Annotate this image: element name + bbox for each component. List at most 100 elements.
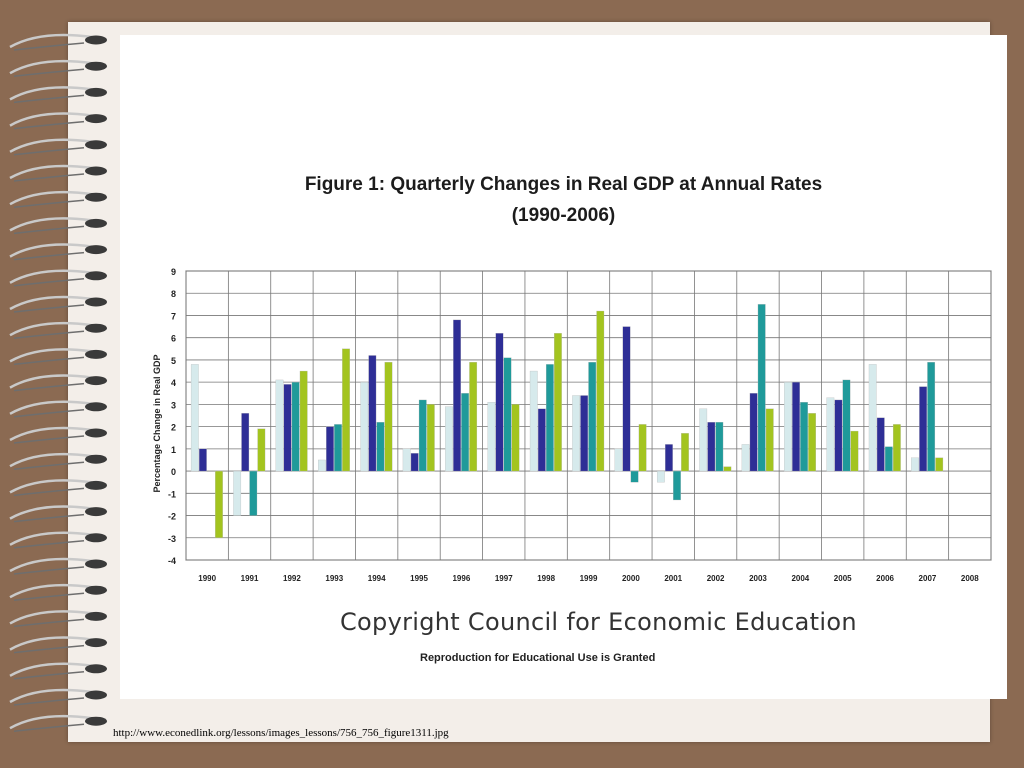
bar <box>495 333 504 472</box>
bar <box>215 470 223 538</box>
spiral-ring <box>9 164 93 180</box>
spiral-ring <box>9 714 93 730</box>
spiral-ring-shadow <box>13 42 85 51</box>
binding-hole <box>85 87 107 97</box>
spiral-ring-shadow <box>13 147 85 156</box>
binding-hole <box>85 376 107 386</box>
spiral-ring <box>9 610 93 625</box>
bar <box>808 413 816 472</box>
bar <box>402 448 411 472</box>
y-tick-label: 5 <box>171 356 176 366</box>
binding-hole <box>85 271 107 281</box>
x-tick-label: 1992 <box>283 574 301 583</box>
binding-hole <box>85 114 107 124</box>
bar <box>545 364 554 472</box>
spiral-ring-shadow <box>13 68 85 77</box>
bar <box>614 448 623 472</box>
bar <box>826 397 835 472</box>
spiral-ring-shadow <box>13 644 85 654</box>
bar <box>445 406 453 472</box>
spiral-ring <box>9 374 93 389</box>
spiral-ring-shadow <box>13 304 85 313</box>
bar <box>469 361 478 472</box>
binding-hole <box>85 140 107 150</box>
y-tick-label: 4 <box>171 378 176 388</box>
spiral-ring <box>9 662 93 677</box>
binding-hole <box>85 533 107 543</box>
spiral-ring <box>9 531 93 546</box>
binding-hole <box>85 690 107 700</box>
bar <box>919 386 927 472</box>
binding-hole <box>85 480 107 490</box>
bar <box>850 430 859 472</box>
bar <box>257 428 266 472</box>
x-tick-label: 1991 <box>241 574 259 583</box>
bar <box>410 453 419 472</box>
bar <box>554 333 562 472</box>
x-tick-label: 2006 <box>876 574 894 583</box>
bar <box>376 422 385 472</box>
bar <box>707 422 716 472</box>
bar <box>572 395 580 472</box>
spiral-ring-shadow <box>13 540 85 549</box>
spiral-ring-shadow <box>13 94 85 104</box>
spiral-ring-shadow <box>13 409 85 418</box>
source-url[interactable]: http://www.econedlink.org/lessons/images… <box>113 727 449 739</box>
binding-hole <box>85 428 107 438</box>
bar <box>249 470 258 516</box>
bar <box>749 393 758 472</box>
binding-hole <box>85 585 107 595</box>
bar <box>275 379 284 472</box>
bar <box>283 384 292 472</box>
bar <box>503 357 512 472</box>
bar <box>673 470 681 501</box>
spiral-ring <box>9 112 93 127</box>
bar <box>630 470 639 483</box>
bar <box>927 361 936 472</box>
spiral-ring-shadow <box>13 278 85 287</box>
binding-hole <box>85 507 107 517</box>
bar <box>842 379 851 472</box>
bar <box>418 399 427 472</box>
bar <box>911 457 919 472</box>
spiral-ring-shadow <box>13 513 85 523</box>
spiral-ring-shadow <box>13 330 85 339</box>
spiral-ring <box>9 583 93 599</box>
x-tick-label: 2008 <box>961 574 979 583</box>
chart-title: Figure 1: Quarterly Changes in Real GDP … <box>304 174 823 195</box>
x-tick-label: 1999 <box>580 574 598 583</box>
x-tick-label: 1998 <box>537 574 555 583</box>
bar <box>884 446 893 472</box>
bar <box>233 470 242 516</box>
bar <box>741 444 750 472</box>
spiral-ring <box>9 217 93 232</box>
binding-hole <box>85 192 107 202</box>
spiral-ring-shadow <box>13 566 85 575</box>
spiral-ring <box>9 505 93 520</box>
spiral-ring-shadow <box>13 173 85 182</box>
binding-hole <box>85 559 107 569</box>
bar-chart: 9 8 7 6 5 4 3 2 1 0 -1 -2 -3 -4 1990 1991 1992 1993 1994 19… <box>152 267 992 583</box>
y-tick-label: -3 <box>168 534 176 544</box>
spiral-ring <box>9 33 93 49</box>
reproduction-note: Reproduction for Educational Use is Gran… <box>420 652 656 664</box>
x-tick-label: 2004 <box>791 574 809 583</box>
spiral-ring <box>9 636 93 651</box>
bar <box>868 364 877 472</box>
x-tick-label: 1990 <box>198 574 216 583</box>
x-tick-label: 1997 <box>495 574 513 583</box>
x-tick-label: 2000 <box>622 574 640 583</box>
y-tick-label: -1 <box>168 489 176 499</box>
bar <box>453 319 461 472</box>
spiral-binding <box>9 33 107 732</box>
x-tick-label: 1995 <box>410 574 428 583</box>
spiral-ring-shadow <box>13 251 85 261</box>
y-tick-label: 7 <box>171 311 176 321</box>
y-tick-label: -2 <box>168 512 176 522</box>
binding-hole <box>85 61 107 71</box>
spiral-ring <box>9 688 93 704</box>
binding-hole <box>85 402 107 412</box>
spiral-ring-shadow <box>13 356 85 366</box>
bar <box>656 470 665 483</box>
x-tick-label: 1996 <box>452 574 470 583</box>
